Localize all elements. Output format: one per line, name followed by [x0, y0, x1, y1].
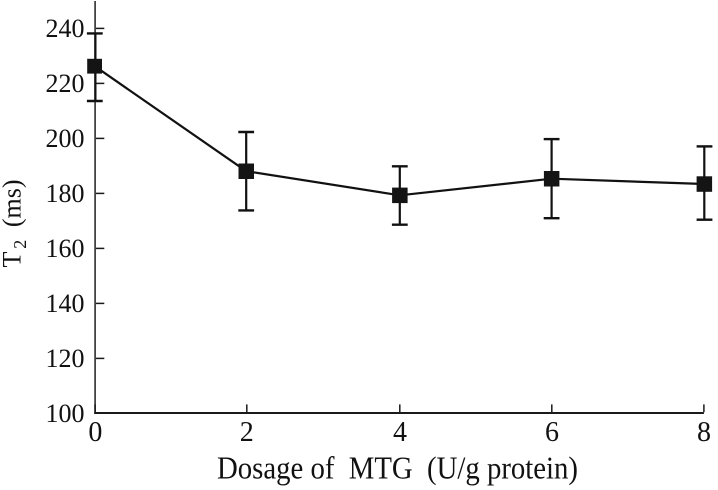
svg-text:120: 120	[46, 344, 85, 373]
svg-text:200: 200	[46, 124, 85, 153]
svg-text:Dosage of MTG (U/g protein): Dosage of MTG (U/g protein)	[217, 450, 578, 486]
svg-text:(ms): (ms)	[0, 179, 26, 227]
svg-text:140: 140	[46, 289, 85, 318]
svg-text:8: 8	[697, 417, 711, 448]
svg-text:2: 2	[240, 417, 254, 448]
svg-text:240: 240	[46, 14, 85, 43]
svg-text:220: 220	[46, 69, 85, 98]
svg-text:160: 160	[46, 234, 85, 263]
svg-text:4: 4	[393, 417, 407, 448]
svg-text:T: T	[0, 252, 26, 268]
svg-text:180: 180	[46, 179, 85, 208]
svg-text:0: 0	[88, 417, 102, 448]
svg-text:2: 2	[10, 240, 30, 249]
svg-text:100: 100	[46, 399, 85, 428]
svg-text:6: 6	[545, 417, 559, 448]
